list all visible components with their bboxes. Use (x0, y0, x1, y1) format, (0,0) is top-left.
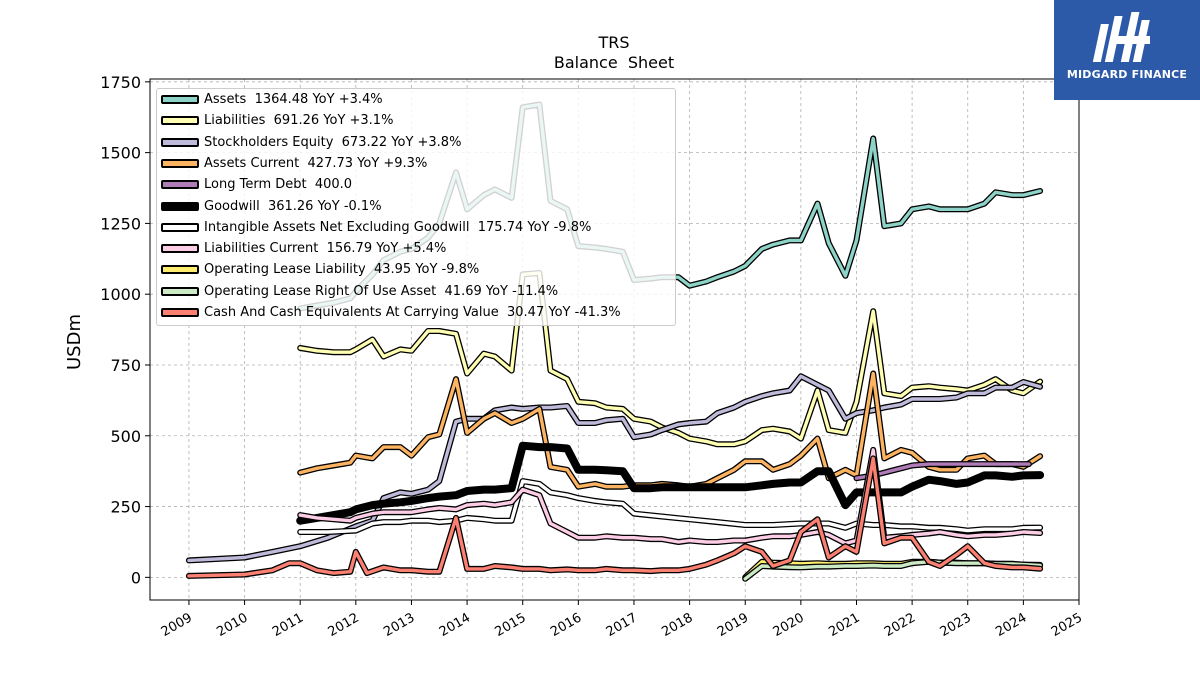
y-tick-label: 500 (110, 427, 141, 446)
legend-item: Operating Lease Liability 43.95 YoY -9.8… (157, 262, 675, 282)
legend-swatch (161, 265, 199, 275)
x-tick-label: 2016 (548, 610, 584, 640)
legend-item: Assets 1364.48 YoY +3.4% (157, 92, 675, 112)
legend-item: Intangible Assets Net Excluding Goodwill… (157, 220, 675, 240)
legend-label: Assets 1364.48 YoY +3.4% (204, 92, 383, 107)
x-tick-label: 2009 (159, 610, 195, 640)
legend-item: Liabilities 691.26 YoY +3.1% (157, 113, 675, 133)
legend: Assets 1364.48 YoY +3.4% Liabilities 691.… (156, 88, 676, 326)
series-line-long-term-debt (854, 462, 1031, 480)
legend-label: Intangible Assets Net Excluding Goodwill… (204, 219, 592, 235)
y-tick-label: 1250 (100, 214, 141, 233)
legend-swatch (161, 308, 199, 317)
legend-item: Long Term Debt 400.0 (157, 177, 675, 197)
legend-label: Long Term Debt 400.0 (204, 177, 353, 193)
legend-item: Operating Lease Right Of Use Asset 41.69… (157, 284, 675, 304)
brand-logo: MIDGARD FINANCE (1054, 0, 1200, 100)
x-tick-label: 2022 (882, 610, 918, 640)
legend-swatch (161, 180, 199, 190)
x-tick-label: 2018 (659, 610, 695, 640)
legend-item: Goodwill 361.26 YoY -0.1% (157, 199, 675, 219)
legend-item: Assets Current 427.73 YoY +9.3% (157, 156, 675, 176)
series-line-stockholders-equity (187, 374, 1042, 563)
chart-subtitle: Balance Sheet (554, 53, 674, 72)
legend-item: Liabilities Current 156.79 YoY +5.4% (157, 241, 675, 261)
legend-swatch (161, 244, 199, 254)
x-tick-label: 2023 (938, 610, 974, 640)
legend-label: Cash And Cash Equivalents At Carrying Va… (204, 305, 621, 320)
x-tick-label: 2011 (270, 610, 306, 640)
brand-name: MIDGARD FINANCE (1066, 68, 1188, 81)
y-tick-label: 0 (131, 568, 141, 587)
series-line-intangible-assets-net-excluding-goodwill (298, 479, 1042, 534)
y-tick-label: 1000 (100, 285, 141, 304)
series-line-liabilities-current (298, 448, 1042, 546)
legend-label: Operating Lease Right Of Use Asset 41.69… (204, 283, 559, 299)
legend-label: Operating Lease Liability 43.95 YoY -9.8… (204, 262, 480, 278)
legend-swatch (161, 116, 199, 126)
x-tick-label: 2012 (326, 610, 362, 640)
legend-swatch (161, 158, 199, 168)
legend-label: Goodwill 361.26 YoY -0.1% (204, 198, 382, 214)
plot-frame (149, 78, 1080, 601)
chart-title: TRS (597, 33, 629, 52)
x-tick-label: 2015 (493, 610, 529, 640)
x-tick-label: 2020 (771, 610, 807, 640)
legend-item: Stockholders Equity 673.22 YoY +3.8% (157, 135, 675, 155)
y-tick-label: 250 (110, 498, 141, 517)
x-tick-label: 2021 (826, 610, 862, 640)
legend-swatch (161, 201, 199, 211)
legend-swatch (161, 222, 199, 232)
y-tick-label: 1750 (100, 73, 141, 92)
y-tick-label: 750 (110, 356, 141, 375)
x-tick-label: 2017 (604, 610, 640, 640)
series-line-cash-and-cash-equivalents-at-carrying-value (187, 456, 1042, 578)
series-line-goodwill (296, 441, 1045, 525)
y-tick-label: 1500 (100, 144, 141, 163)
legend-swatch (161, 286, 199, 296)
x-tick-label: 2014 (437, 610, 473, 640)
legend-swatch (161, 137, 199, 147)
x-tick-label: 2010 (214, 610, 250, 640)
y-axis-label: USDm (64, 314, 85, 370)
legend-item: Cash And Cash Equivalents At Carrying Va… (157, 305, 675, 325)
x-tick-label: 2013 (381, 610, 417, 640)
x-tick-label: 2019 (715, 610, 751, 640)
legend-label: Liabilities Current 156.79 YoY +5.4% (204, 241, 447, 257)
x-tick-label: 2024 (993, 610, 1029, 640)
legend-label: Stockholders Equity 673.22 YoY +3.8% (204, 134, 462, 150)
brand-logo-mark-icon (1092, 12, 1150, 62)
x-tick-label: 2025 (1049, 610, 1085, 640)
legend-label: Assets Current 427.73 YoY +9.3% (204, 155, 428, 171)
legend-swatch (161, 95, 199, 104)
legend-label: Liabilities 691.26 YoY +3.1% (204, 113, 394, 129)
